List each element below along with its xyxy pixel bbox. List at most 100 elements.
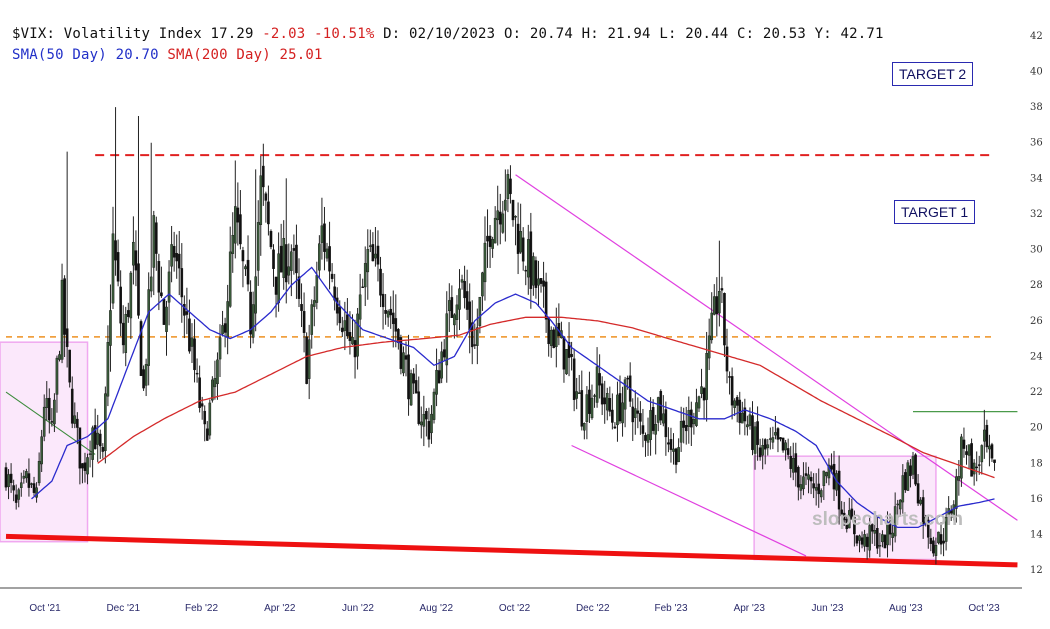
candle-body	[386, 311, 390, 318]
candle	[715, 277, 719, 337]
candle	[465, 269, 469, 320]
candle-body	[623, 379, 627, 410]
candle	[218, 324, 222, 378]
candle	[794, 442, 798, 487]
candle-body	[419, 421, 423, 426]
candle-body	[962, 439, 966, 449]
candle	[646, 417, 650, 456]
candle-body	[458, 288, 461, 310]
x-tick-label: Dec '21	[106, 603, 140, 614]
candle-body	[155, 222, 158, 254]
candle	[165, 300, 168, 356]
candle	[700, 368, 703, 399]
candle-body	[641, 425, 645, 434]
candle	[850, 498, 854, 520]
candle-body	[955, 476, 958, 509]
candle	[328, 221, 331, 290]
candle	[580, 370, 584, 431]
year-high-value: Y: 42.71	[814, 26, 884, 42]
candle-body	[9, 473, 13, 484]
candle-body	[437, 370, 441, 384]
candle-body	[797, 466, 800, 488]
high-value: H: 21.94	[581, 26, 651, 42]
candle	[30, 482, 33, 488]
candle	[565, 349, 568, 375]
candle	[155, 216, 158, 271]
candle	[4, 462, 8, 491]
candle	[381, 273, 385, 330]
candle-body	[595, 366, 599, 403]
candle-body	[42, 406, 46, 437]
candle-body	[613, 426, 617, 429]
candle	[728, 371, 731, 395]
candle-body	[718, 291, 721, 314]
candle-body	[40, 436, 43, 465]
candle	[391, 290, 395, 348]
candle-body	[656, 397, 660, 423]
candle-body	[608, 398, 612, 412]
candle-body	[111, 233, 115, 304]
candle	[633, 390, 637, 435]
candle-body	[506, 174, 510, 199]
candle	[76, 412, 79, 445]
candle	[845, 515, 849, 533]
candle-body	[766, 444, 770, 449]
y-tick-label: 42	[1030, 31, 1043, 42]
candle	[751, 401, 754, 456]
candle-body	[88, 453, 92, 455]
candle-body	[539, 278, 543, 284]
candle-body	[73, 415, 77, 424]
candle	[180, 243, 184, 323]
open-value: O: 20.74	[503, 26, 573, 42]
candle-body	[743, 407, 747, 422]
candle	[267, 185, 270, 236]
candle-body	[570, 353, 573, 357]
candle	[389, 296, 393, 329]
candle	[458, 269, 461, 331]
candle	[101, 443, 105, 459]
candle	[914, 453, 917, 487]
candle	[774, 415, 777, 440]
candle-body	[481, 272, 484, 297]
candle	[73, 402, 77, 429]
candle	[616, 381, 619, 442]
candle	[48, 388, 51, 434]
candle	[205, 421, 209, 441]
candle	[422, 395, 426, 447]
y-tick-label: 32	[1030, 209, 1043, 220]
candle-body	[341, 327, 344, 333]
candle	[366, 229, 370, 300]
candle	[284, 178, 288, 304]
candle	[445, 291, 449, 383]
candle-body	[827, 464, 831, 479]
candle-body	[865, 536, 869, 547]
candle-body	[876, 528, 879, 549]
candle	[239, 190, 242, 250]
candle	[740, 401, 744, 424]
candle	[712, 284, 716, 316]
candle	[608, 386, 612, 417]
candle	[511, 199, 515, 227]
candle-body	[674, 448, 678, 465]
candle-body	[842, 512, 846, 521]
y-tick-label: 20	[1030, 423, 1043, 434]
candle-body	[740, 412, 744, 424]
candle	[221, 310, 224, 337]
candle	[814, 473, 818, 506]
candle-body	[256, 222, 260, 271]
candle	[791, 442, 795, 481]
candle	[870, 523, 874, 544]
candle	[605, 387, 609, 421]
candle-body	[888, 521, 892, 535]
candle	[858, 534, 861, 553]
candle	[937, 531, 940, 545]
candle	[720, 276, 724, 304]
x-tick-label: Jun '22	[342, 603, 374, 614]
candle	[356, 307, 359, 370]
candle-body	[170, 244, 173, 267]
candle-body	[114, 240, 117, 261]
candle-body	[328, 246, 331, 272]
candle	[542, 261, 545, 308]
candle	[315, 261, 319, 310]
candle	[292, 234, 296, 275]
